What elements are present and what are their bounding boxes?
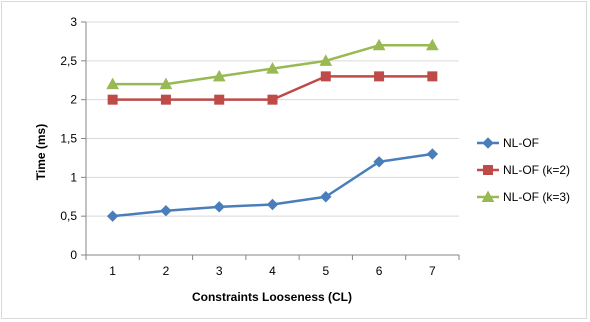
data-point (106, 210, 119, 222)
legend-marker (483, 165, 493, 175)
legend: NL-OF NL-OF (k=2) NL-OF (k=3) (477, 136, 570, 204)
legend-marker (482, 137, 494, 149)
legend-label: NL-OF (k=2) (503, 163, 570, 177)
x-tick-label: 2 (163, 264, 170, 278)
data-point (319, 54, 333, 66)
x-tick-label: 4 (269, 264, 276, 278)
data-point (374, 71, 385, 82)
data-point (427, 71, 438, 82)
legend-item: NL-OF (k=2) (477, 163, 570, 177)
axes: 0 0,5 1 1,5 2 2,5 3 1 2 3 4 5 6 7 (60, 15, 460, 278)
y-tick-label: 1,5 (60, 132, 77, 146)
y-tick-label: 1 (70, 170, 77, 184)
y-axis-title: Time (ms) (34, 124, 48, 180)
data-point (372, 38, 386, 51)
series-1 (106, 148, 439, 222)
data-point (266, 62, 279, 74)
y-tick-label: 0,5 (60, 209, 77, 223)
data-point (107, 94, 118, 105)
data-point (212, 69, 226, 82)
x-axis-title: Constraints Looseness (CL) (192, 290, 352, 304)
data-point (160, 205, 172, 217)
data-point (214, 94, 225, 105)
y-tick-label: 2 (70, 93, 77, 107)
data-point (320, 191, 332, 203)
y-tick-label: 3 (70, 15, 77, 29)
data-point (160, 94, 171, 105)
legend-label: NL-OF (503, 136, 539, 150)
y-tick-label: 0 (70, 248, 77, 262)
gridlines (86, 21, 459, 217)
x-tick-label: 5 (322, 264, 329, 278)
legend-item: NL-OF (k=3) (477, 190, 570, 204)
data-point (320, 71, 331, 82)
x-tick-label: 7 (429, 264, 436, 278)
data-point (426, 148, 439, 160)
series-2 (107, 71, 438, 105)
series-layer (106, 38, 439, 222)
data-point (106, 77, 119, 90)
data-point (213, 201, 225, 213)
data-point (426, 38, 439, 51)
series-3 (106, 38, 439, 90)
data-point (266, 198, 279, 211)
x-tick-label: 3 (216, 264, 223, 278)
x-tick-label: 1 (109, 264, 116, 278)
y-tick-label: 2,5 (60, 54, 77, 68)
legend-label: NL-OF (k=3) (503, 190, 570, 204)
x-tick-label: 6 (376, 264, 383, 278)
legend-marker (481, 190, 495, 202)
data-point (267, 94, 278, 105)
legend-item: NL-OF (477, 136, 539, 150)
data-point (159, 77, 173, 90)
data-point (373, 156, 385, 168)
